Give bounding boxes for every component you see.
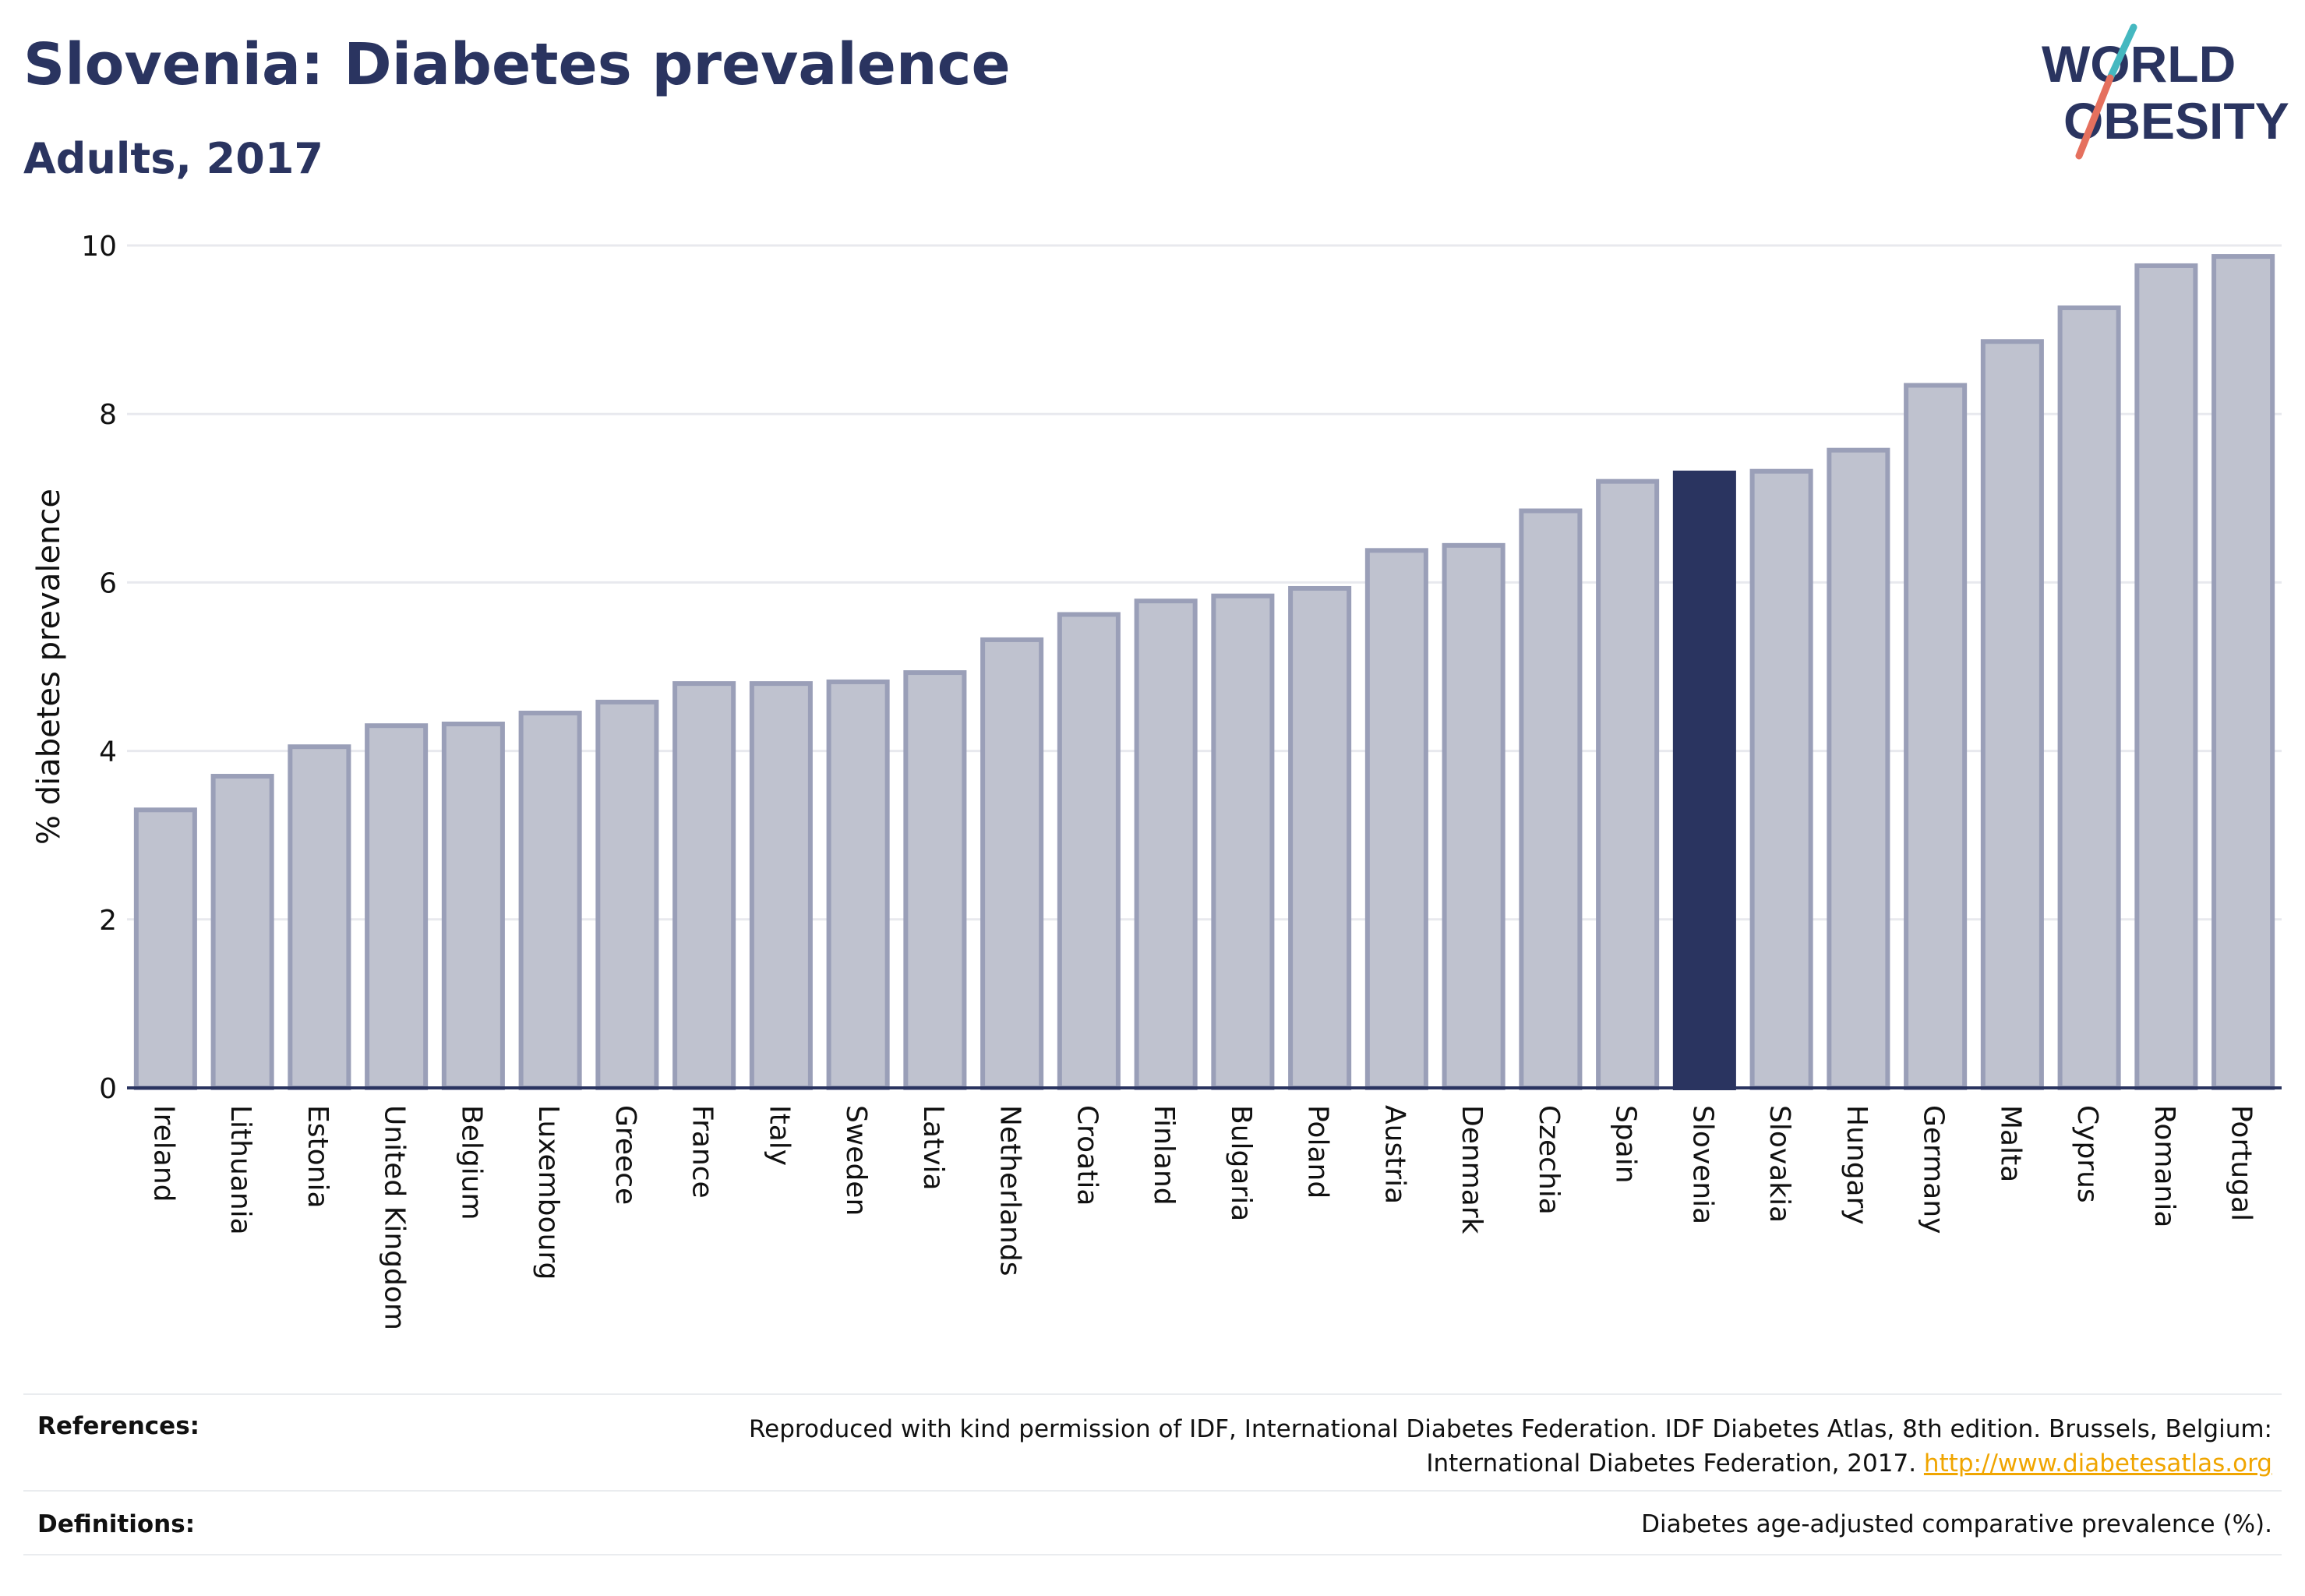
x-tick-label: Sweden — [840, 1105, 872, 1216]
bar-romania — [2134, 263, 2198, 1091]
bar-slovakia — [1749, 468, 1813, 1090]
x-tick-label: Malta — [1994, 1105, 2026, 1182]
bar-slovenia — [1672, 470, 1736, 1090]
page-title: Slovenia: Diabetes prevalence — [23, 31, 1011, 98]
footer-divider-bottom — [23, 1554, 2282, 1555]
references-label: References: — [37, 1412, 200, 1440]
references-text: Reproduced with kind permission of IDF, … — [558, 1412, 2272, 1481]
x-tick-label: Bulgaria — [1225, 1105, 1257, 1221]
x-tick-label: Poland — [1302, 1105, 1334, 1199]
y-tick-label: 8 — [99, 399, 117, 431]
x-tick-label: Belgium — [455, 1105, 487, 1220]
x-tick-label: Luxembourg — [532, 1105, 564, 1280]
bar-spain — [1596, 478, 1660, 1090]
x-tick-label: Italy — [763, 1105, 795, 1166]
x-tick-label: United Kingdom — [379, 1105, 411, 1330]
x-tick-label: Cyprus — [2071, 1105, 2103, 1203]
x-tick-label: Portugal — [2226, 1105, 2257, 1221]
x-tick-label: Greece — [609, 1105, 641, 1205]
tick-labels: 0 2 4 6 8 10 % diabetes prevalence Ireland Lithu… — [31, 231, 2257, 1330]
bar-cyprus — [2057, 305, 2121, 1090]
bar-portugal — [2211, 254, 2275, 1091]
definitions-label: Definitions: — [37, 1510, 196, 1538]
footer-divider-top — [23, 1393, 2282, 1395]
x-tick-label: Hungary — [1841, 1105, 1873, 1225]
bar-estonia — [288, 744, 351, 1090]
x-tick-label: Slovenia — [1686, 1105, 1718, 1224]
bar-lithuania — [210, 774, 274, 1091]
x-tick-label: Netherlands — [994, 1105, 1026, 1276]
x-tick-label: Romania — [2148, 1105, 2180, 1227]
x-tick-label: Lithuania — [224, 1105, 256, 1235]
x-tick-label: Slovakia — [1763, 1105, 1795, 1223]
y-tick-label: 6 — [99, 567, 117, 599]
x-tick-label: Latvia — [917, 1105, 949, 1191]
bar-germany — [1904, 383, 1968, 1091]
x-tick-label: Czechia — [1533, 1105, 1565, 1215]
x-tick-label: Croatia — [1071, 1105, 1103, 1206]
x-tick-label: Denmark — [1456, 1105, 1488, 1234]
x-tick-label: Spain — [1610, 1105, 1642, 1184]
bar-sweden — [826, 679, 890, 1090]
x-tick-label: Germany — [1918, 1105, 1950, 1234]
x-tick-label: France — [687, 1105, 718, 1199]
bar-netherlands — [980, 637, 1044, 1090]
logo-slash-teal — [2106, 23, 2137, 82]
diabetes-atlas-link[interactable]: http://www.diabetesatlas.org — [1923, 1449, 2272, 1478]
x-tick-label: Finland — [1148, 1105, 1180, 1206]
world-obesity-logo: WORLD OBESITY — [2042, 23, 2289, 160]
bar-croatia — [1057, 612, 1121, 1090]
x-tick-label: Ireland — [147, 1105, 179, 1202]
bar-czechia — [1519, 508, 1583, 1090]
bar-france — [672, 681, 736, 1090]
bar-denmark — [1442, 542, 1505, 1090]
references-text-line1: Reproduced with kind permission of IDF, … — [749, 1415, 2272, 1443]
y-tick-label: 10 — [81, 231, 117, 263]
bar-malta — [1980, 339, 2044, 1090]
bar-belgium — [441, 722, 505, 1090]
bar-hungary — [1827, 447, 1890, 1090]
logo-slash-coral — [2075, 74, 2114, 160]
page-subtitle: Adults, 2017 — [23, 134, 323, 183]
bar-greece — [595, 699, 659, 1090]
bar-luxembourg — [518, 710, 582, 1091]
footer-divider-middle — [23, 1490, 2282, 1492]
references-text-line2: International Diabetes Federation, 2017. — [1426, 1449, 1917, 1478]
bar-finland — [1134, 598, 1198, 1090]
y-axis-label: % diabetes prevalence — [31, 489, 67, 845]
bar-chart: 0 2 4 6 8 10 % diabetes prevalence Ireland Lithu… — [31, 231, 2282, 1330]
logo-text-world: WORLD — [2042, 35, 2236, 93]
y-tick-label: 0 — [99, 1073, 117, 1105]
bar-bulgaria — [1211, 593, 1275, 1090]
x-tick-label: Estonia — [302, 1105, 334, 1209]
definitions-text: Diabetes age-adjusted comparative preval… — [1641, 1510, 2272, 1538]
bar-austria — [1364, 548, 1428, 1090]
bar-italy — [749, 681, 813, 1090]
y-tick-label: 4 — [99, 736, 117, 768]
bar-poland — [1288, 585, 1352, 1090]
y-tick-label: 2 — [99, 905, 117, 937]
bars — [133, 254, 2275, 1091]
bar-united-kingdom — [365, 723, 429, 1090]
bar-latvia — [903, 670, 967, 1090]
bar-ireland — [133, 807, 197, 1091]
x-tick-label: Austria — [1378, 1105, 1410, 1204]
